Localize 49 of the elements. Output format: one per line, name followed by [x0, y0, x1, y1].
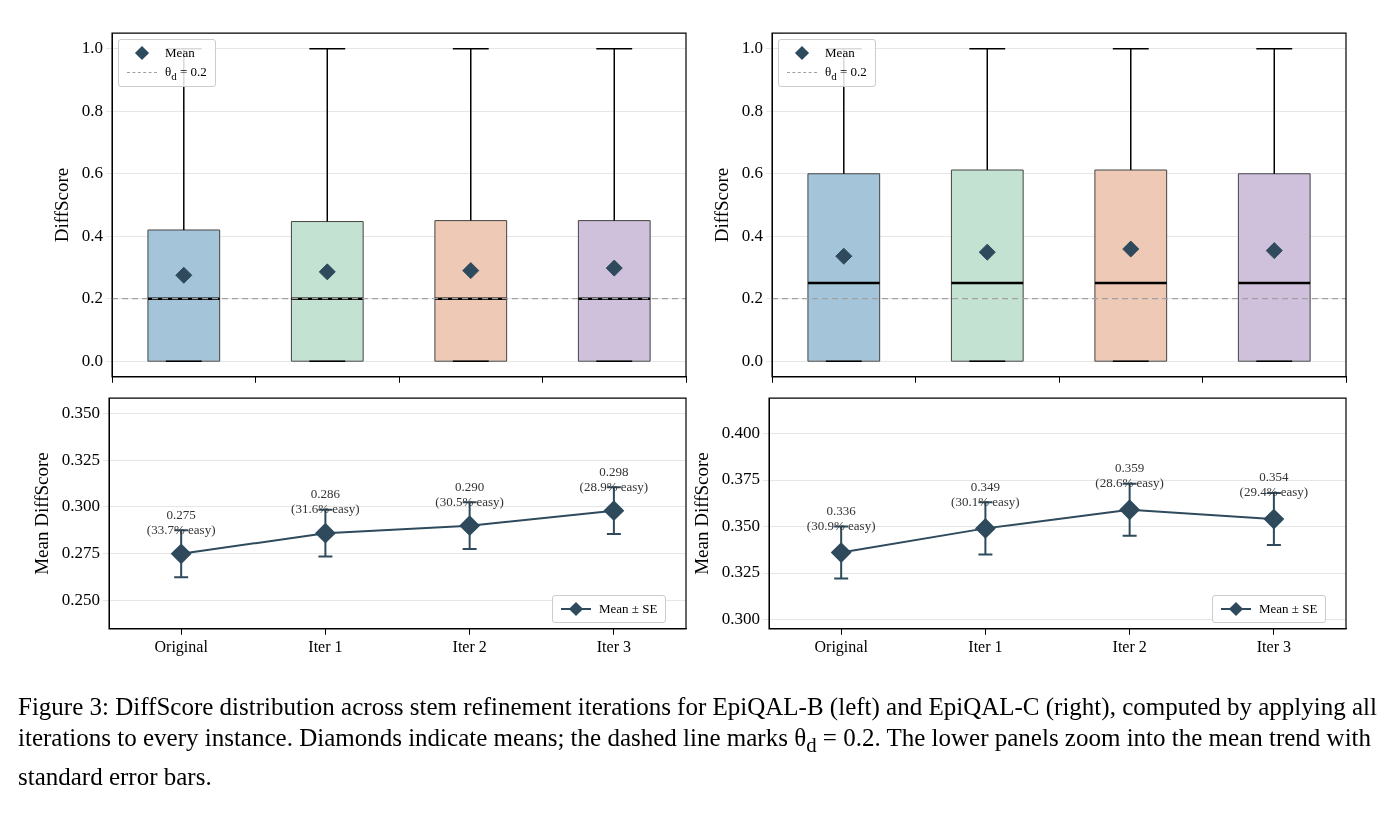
- y-axis-title: Mean DiffScore: [691, 452, 713, 575]
- y-axis-title: DiffScore: [51, 167, 73, 243]
- data-label: 0.349 (30.1% easy): [951, 478, 1020, 509]
- x-tick-label: Iter 3: [1256, 637, 1291, 655]
- legend-label: Mean: [825, 45, 855, 62]
- data-label: 0.286 (31.6% easy): [291, 486, 360, 517]
- data-label: 0.275 (33.7% easy): [146, 506, 216, 537]
- x-tick-label: Iter 3: [596, 637, 631, 655]
- text: Figure 3: DiffScore distribution across stem refinement iterations for EpiQAL-B (left) and EpiQAL-C (right), computed by applying all iterations to every instance. Diamonds indicate means; the dashed line marks θ$_{d}$ = 0.2. The lower panels zoom into the mean trend with standard error bars.: [18, 693, 1377, 790]
- data-label: 0.354 (29.4% easy): [1239, 469, 1309, 500]
- y-tick-label: 0.6: [81, 163, 104, 183]
- y-tick-label: 0.8: [741, 100, 764, 120]
- y-tick-label: 0.2: [81, 288, 104, 308]
- y-tick-label: 0.350: [61, 402, 101, 422]
- data-label: 0.290 (30.5% easy): [435, 478, 504, 509]
- data-label: 0.298 (28.9% easy): [579, 463, 649, 494]
- y-tick-label: 0.250: [61, 590, 101, 610]
- x-tick-label: Iter 1: [968, 637, 1003, 655]
- y-tick-label: 0.300: [61, 496, 101, 516]
- x-tick-label: Iter 1: [308, 637, 343, 655]
- data-label: 0.336 (30.9% easy): [806, 502, 876, 533]
- y-tick-label: 0.0: [741, 350, 764, 370]
- y-tick-label: 0.275: [61, 543, 101, 563]
- y-axis-title: Mean DiffScore: [31, 452, 53, 575]
- y-tick-label: 1.0: [741, 38, 764, 58]
- y-tick-label: 0.350: [721, 515, 761, 535]
- legend-label: Mean ± SE: [1259, 600, 1318, 617]
- x-tick-label: Iter 2: [452, 637, 487, 655]
- y-tick-label: 0.0: [81, 350, 104, 370]
- y-tick-label: 0.325: [61, 449, 101, 469]
- y-axis-title: DiffScore: [711, 167, 733, 243]
- y-tick-label: 0.8: [81, 100, 104, 120]
- x-tick-label: Iter 2: [1112, 637, 1147, 655]
- y-tick-label: 0.325: [721, 562, 761, 582]
- legend-label: Mean: [165, 45, 195, 62]
- legend-label: θ$_{d}$ = 0.2: [165, 64, 207, 82]
- data-label: 0.359 (28.6% easy): [1095, 460, 1164, 491]
- y-tick-label: 0.2: [741, 288, 764, 308]
- legend-label: Mean ± SE: [599, 600, 658, 617]
- y-tick-label: 1.0: [81, 38, 104, 58]
- y-tick-label: 0.6: [741, 163, 764, 183]
- y-tick-label: 0.4: [81, 225, 104, 245]
- y-tick-label: 0.400: [721, 423, 761, 442]
- x-tick-label: Original: [814, 637, 869, 656]
- y-tick-label: 0.300: [721, 608, 761, 628]
- y-tick-label: 0.4: [741, 225, 764, 245]
- x-tick-label: Original: [154, 637, 209, 656]
- y-tick-label: 0.375: [721, 469, 761, 489]
- legend-label: θ$_{d}$ = 0.2: [825, 64, 867, 82]
